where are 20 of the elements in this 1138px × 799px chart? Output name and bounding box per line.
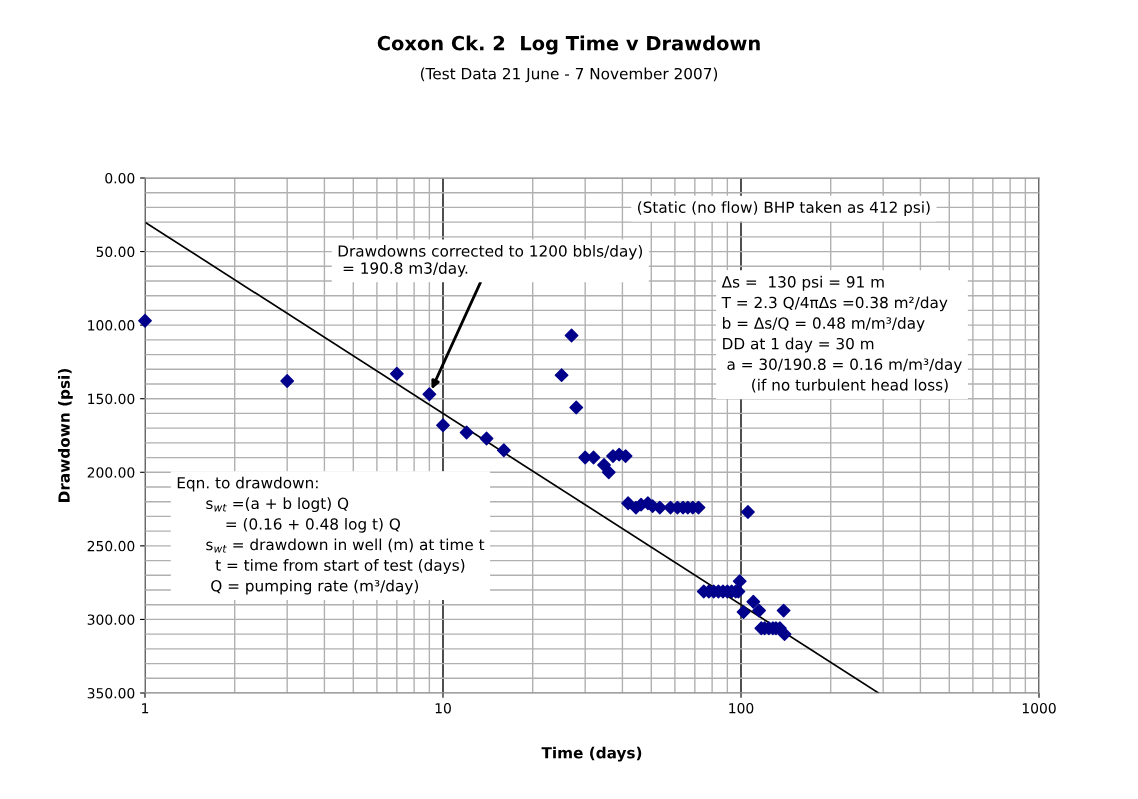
chart-subtitle: (Test Data 21 June - 7 November 2007)	[420, 67, 718, 83]
chart-title: Coxon Ck. 2 Log Time v Drawdown	[377, 35, 760, 55]
y-tick-label: 200.00	[87, 467, 135, 478]
x-tick-label: 10	[435, 702, 451, 714]
y-tick-label: 100.00	[88, 320, 135, 331]
y-tick-label: 350.00	[87, 687, 135, 699]
annotation: Δs = 130 psi = 91 m T = 2.3 Q/4πΔs =0.38 m²/day b = Δs/Q = 0.48 m/m³/day DD at 1 day = 30 m a = 30/190.8 = 0.16 m/m³/day (if no turbulent head loss)	[721, 275, 962, 393]
x-tick-label: 100	[729, 702, 754, 714]
x-tick-label: 1	[142, 703, 149, 714]
y-tick-label: 50.00	[96, 246, 135, 258]
text: Eqn. to drawdown: s$_{wt}$ =(a + b logt) Q = (0.16 + 0.48 log t) Q s$_{wt}$ = drawdown in well (m) at time t t = time from start of test (days) Q = pumping rate (m³/day)	[177, 476, 485, 595]
y-axis-title: Drawdown (psi)	[58, 369, 73, 502]
annotation: (Static (no flow) BHP taken as 412 psi)	[638, 201, 930, 216]
x-axis-title: Time (days)	[541, 746, 642, 762]
y-tick-label: 0.00	[105, 172, 135, 184]
x-tick-label: 1000	[1022, 702, 1056, 714]
y-tick-label: 300.00	[87, 614, 135, 625]
y-tick-label: 150.00	[88, 393, 135, 405]
y-tick-label: 250.00	[87, 540, 135, 552]
annotation: Drawdowns corrected to 1200 bbls/day) = 190.8 m3/day.	[338, 244, 643, 277]
